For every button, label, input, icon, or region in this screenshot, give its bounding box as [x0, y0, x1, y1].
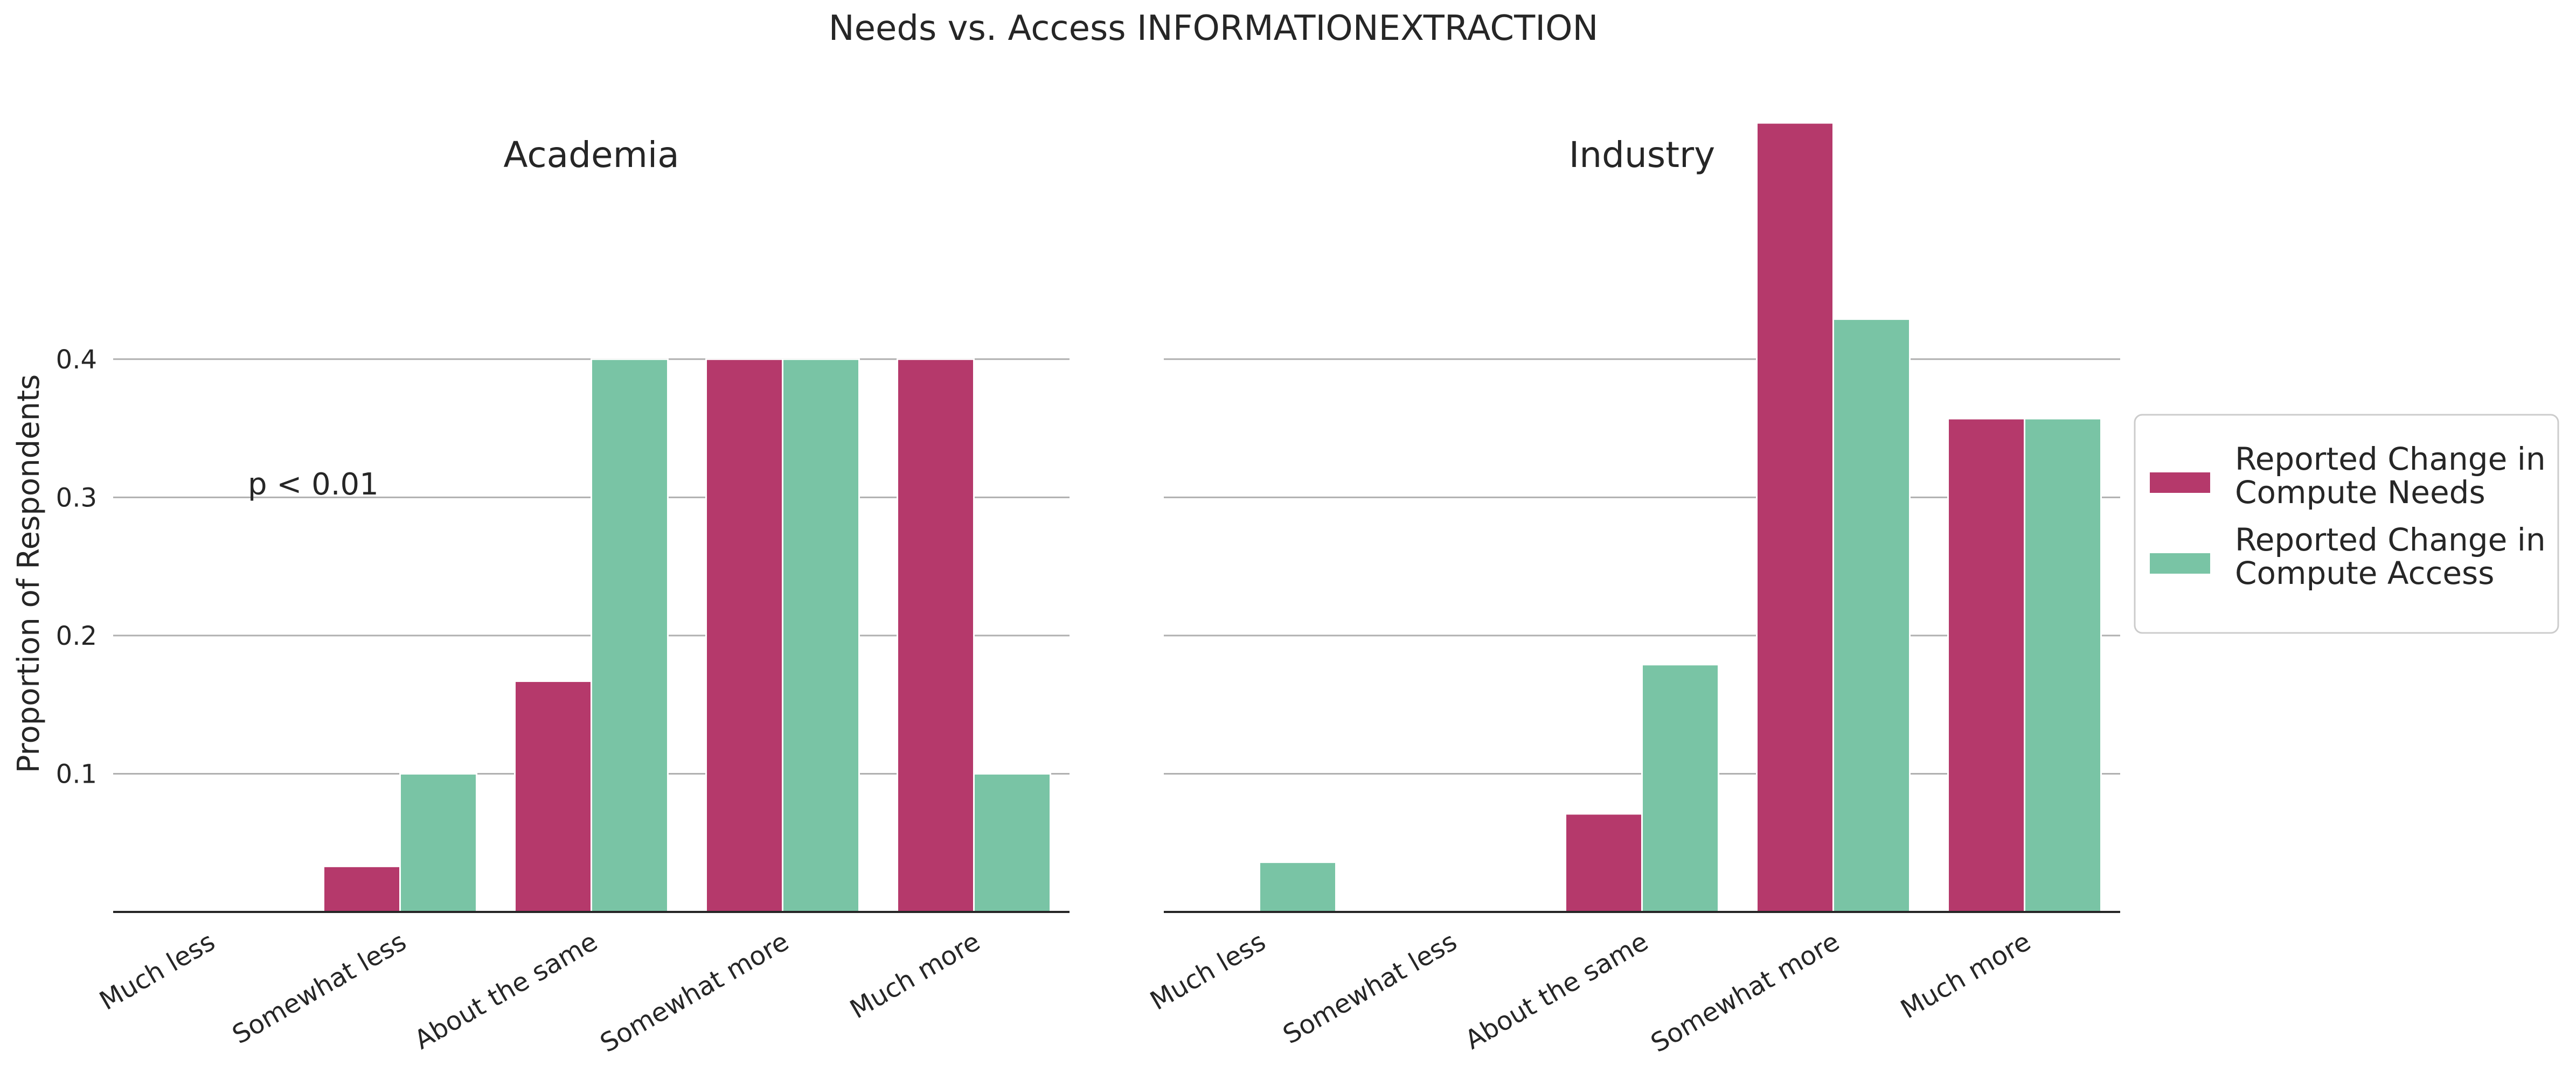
bar-needs-1	[323, 865, 401, 913]
bar-access-0	[1259, 861, 1337, 913]
p-value-annotation: p < 0.01	[248, 467, 379, 502]
bar-access-3	[1832, 318, 1911, 913]
bar-needs-3	[705, 358, 783, 913]
panel-0: 0.1 0.2 0.3 0.4 Much less Somewhat lessAbout …	[56, 134, 1070, 1058]
bar-needs-4	[1947, 417, 2025, 913]
legend-label: Compute Access	[2235, 555, 2494, 591]
bar-needs-3	[1756, 122, 1834, 913]
y-tick-label: 0.4	[56, 345, 97, 375]
x-tick-label: Much less	[1145, 926, 1270, 1016]
x-tick-label: Somewhat more	[1646, 926, 1845, 1058]
x-tick-label: Much more	[1895, 926, 2036, 1025]
bar-access-3	[782, 358, 860, 913]
legend-label: Compute Needs	[2235, 474, 2485, 511]
legend-label: Reported Change in	[2235, 441, 2546, 477]
x-tick-label: Much more	[845, 926, 985, 1025]
bar-needs-2	[514, 680, 592, 913]
chart-title: Needs vs. Access INFORMATIONEXTRACTION	[829, 9, 1599, 48]
y-tick-label: 0.3	[56, 483, 97, 513]
legend-label: Reported Change in	[2235, 521, 2546, 558]
x-tick-label: Much less	[94, 926, 220, 1016]
panel-title: Academia	[503, 134, 679, 176]
bar-access-4	[2024, 417, 2102, 913]
legend-frame	[2134, 414, 2559, 634]
x-tick-label: Somewhat less	[227, 926, 412, 1050]
x-tick-label: About the same	[409, 926, 603, 1055]
x-tick-label: Somewhat more	[595, 926, 794, 1058]
bar-access-2	[1641, 664, 1719, 913]
x-tick-label: About the same	[1460, 926, 1654, 1055]
bar-needs-2	[1565, 813, 1643, 913]
legend-swatch-access	[2150, 553, 2210, 574]
bar-access-1	[399, 772, 477, 913]
panel-title: Industry	[1569, 134, 1715, 176]
y-tick-label: 0.1	[56, 759, 97, 789]
y-axis-label: Proportion of Respondents	[11, 374, 46, 773]
bar-access-2	[591, 358, 669, 913]
x-tick-label: Somewhat less	[1278, 926, 1462, 1050]
y-tick-label: 0.2	[56, 621, 97, 651]
bar-access-4	[973, 772, 1051, 913]
legend-swatch-needs	[2150, 472, 2210, 493]
bar-needs-4	[897, 358, 975, 913]
